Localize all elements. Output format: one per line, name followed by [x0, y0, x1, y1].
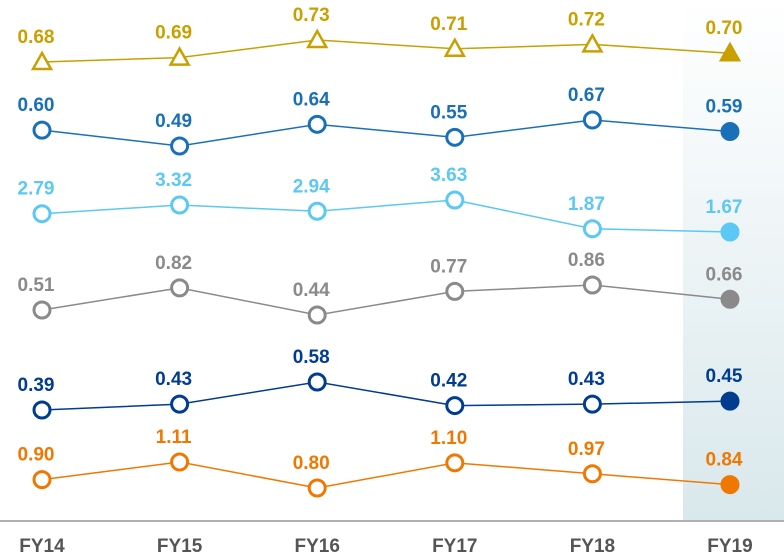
x-tick-label: FY16 — [294, 536, 339, 557]
series-line — [41, 381, 731, 411]
marker — [32, 400, 52, 420]
data-label: 0.82 — [155, 253, 192, 274]
data-label: 0.64 — [293, 89, 330, 110]
x-tick-label: FY19 — [707, 536, 752, 557]
marker — [582, 464, 602, 484]
marker — [307, 201, 327, 221]
marker — [306, 28, 329, 49]
series-line — [41, 199, 731, 233]
marker — [170, 136, 190, 156]
data-label: 1.87 — [568, 194, 605, 215]
data-label: 0.44 — [293, 280, 330, 301]
data-label: 0.71 — [430, 14, 467, 35]
marker — [30, 50, 54, 71]
highlight — [683, 0, 784, 521]
marker — [168, 46, 191, 66]
data-label: 2.79 — [18, 179, 55, 200]
data-label: 0.59 — [706, 97, 743, 118]
data-label: 3.63 — [430, 165, 467, 186]
data-label: 0.66 — [706, 264, 743, 285]
data-label: 0.84 — [706, 450, 743, 471]
data-label: 0.67 — [568, 85, 605, 106]
marker — [720, 122, 740, 142]
data-label: 0.39 — [18, 375, 55, 396]
marker — [307, 305, 327, 325]
data-label: 0.42 — [430, 371, 467, 392]
marker — [582, 275, 602, 295]
data-label: 2.94 — [293, 176, 330, 197]
x-tick-label: FY18 — [570, 536, 615, 557]
marker — [307, 372, 327, 392]
marker — [582, 394, 602, 414]
data-label: 0.55 — [430, 102, 467, 123]
data-label: 0.70 — [706, 18, 743, 39]
data-label: 0.90 — [18, 445, 55, 466]
x-tick-label: FY17 — [432, 536, 477, 557]
marker — [170, 278, 190, 298]
data-label: 0.43 — [155, 369, 192, 390]
marker — [582, 219, 602, 239]
marker — [720, 391, 740, 411]
data-label: 0.73 — [293, 5, 330, 26]
data-label: 0.77 — [430, 256, 467, 277]
marker — [582, 110, 602, 130]
marker — [170, 195, 190, 215]
marker — [32, 470, 52, 490]
marker — [170, 394, 190, 414]
marker — [307, 114, 327, 134]
data-label: 0.80 — [293, 453, 330, 474]
marker — [445, 190, 465, 210]
x-tick-label: FY14 — [19, 536, 65, 557]
data-label: 0.72 — [568, 9, 605, 30]
data-label: 0.45 — [706, 366, 743, 387]
series-line — [41, 284, 731, 316]
data-label: 3.32 — [155, 170, 192, 191]
marker — [32, 204, 52, 224]
data-label: 1.67 — [706, 197, 743, 218]
marker — [32, 300, 52, 320]
data-label: 1.10 — [430, 428, 467, 449]
data-label: 0.43 — [568, 369, 605, 390]
marker — [445, 396, 465, 416]
data-label: 0.69 — [155, 23, 192, 44]
marker — [720, 475, 740, 495]
data-label: 0.86 — [568, 250, 605, 271]
data-label: 0.49 — [155, 111, 192, 132]
data-label: 0.58 — [293, 347, 330, 368]
marker — [718, 41, 742, 62]
data-label: 0.51 — [18, 275, 55, 296]
marker — [445, 453, 465, 473]
marker — [445, 127, 465, 147]
marker — [720, 222, 740, 242]
marker — [307, 478, 327, 498]
data-label: 0.68 — [18, 27, 55, 48]
marker — [32, 120, 52, 140]
marker — [443, 37, 466, 58]
x-tick-label: FY15 — [157, 536, 203, 557]
series-line — [41, 119, 731, 147]
marker — [170, 452, 190, 472]
marker — [720, 289, 740, 309]
series-line — [41, 461, 731, 489]
data-label: 0.97 — [568, 439, 605, 460]
series-line — [41, 39, 731, 63]
marker — [445, 281, 465, 301]
data-label: 1.11 — [156, 427, 192, 448]
marker — [581, 32, 604, 53]
data-label: 0.60 — [18, 95, 55, 116]
